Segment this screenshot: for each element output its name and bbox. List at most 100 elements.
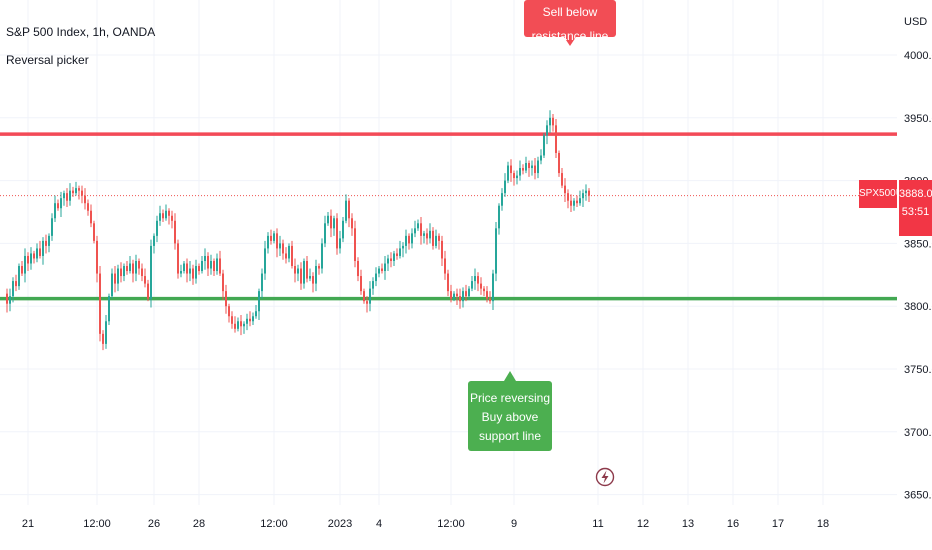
- candle-body: [351, 218, 353, 229]
- candle-body: [285, 253, 287, 259]
- candle-body: [573, 200, 575, 206]
- buy-callout-pointer: [504, 371, 516, 381]
- candle-body: [120, 268, 122, 277]
- candle-body: [498, 205, 500, 229]
- candle-countdown: 53:51: [901, 206, 930, 218]
- candle-body: [45, 240, 47, 246]
- candle-body: [540, 155, 542, 161]
- candle-body: [126, 266, 128, 272]
- candle-body: [156, 220, 158, 236]
- buy-callout-line1: Price reversing: [469, 391, 551, 405]
- candle-body: [153, 235, 155, 246]
- candle-body: [522, 168, 524, 171]
- candle-body: [204, 255, 206, 261]
- candle-body: [84, 195, 86, 204]
- candle-body: [327, 215, 329, 224]
- candle-body: [477, 276, 479, 284]
- candle-body: [60, 198, 62, 209]
- sell-callout-text: Sell below resistance line: [531, 5, 609, 43]
- candle-body: [471, 281, 473, 289]
- candle-body: [507, 165, 509, 181]
- candle-body: [234, 323, 236, 329]
- candle-body: [501, 193, 503, 206]
- candle-body: [384, 263, 386, 272]
- candle-body: [345, 200, 347, 221]
- candle-body: [447, 273, 449, 292]
- candle-body: [57, 203, 59, 209]
- candle-body: [99, 273, 101, 334]
- candle-body: [123, 266, 125, 277]
- candle-body: [213, 260, 215, 272]
- candle-body: [75, 188, 77, 194]
- candle-body: [396, 253, 398, 256]
- candle-body: [303, 260, 305, 284]
- candle-body: [570, 200, 572, 206]
- candle-body: [510, 165, 512, 174]
- time-axis[interactable]: 21 12:00 26 28 12:00 2023 4 12:00 9 11 12 13 16 17 18: [22, 518, 829, 530]
- time-tick-label: 26: [148, 518, 160, 530]
- candle-body: [138, 260, 140, 269]
- candle-body: [264, 248, 266, 274]
- time-tick-label: 12:00: [437, 518, 465, 530]
- candle-body: [444, 258, 446, 274]
- candle-body: [300, 268, 302, 284]
- candle-body: [378, 268, 380, 274]
- candle-body: [435, 235, 437, 246]
- candle-body: [468, 288, 470, 297]
- candle-body: [180, 271, 182, 274]
- candle-body: [108, 296, 110, 322]
- candle-body: [372, 281, 374, 289]
- candle-body: [12, 281, 14, 297]
- time-tick-label: 16: [727, 518, 739, 530]
- symbol-price-tag[interactable]: SPX500USD: [859, 180, 917, 208]
- candle-body: [192, 268, 194, 279]
- candle-body: [165, 210, 167, 219]
- candle-body: [72, 190, 74, 194]
- candle-body: [543, 135, 545, 156]
- price-tick-label: 4000.0: [904, 50, 932, 62]
- candle-body: [474, 276, 476, 282]
- candle-body: [69, 190, 71, 201]
- last-price-tag[interactable]: 3888.0 53:51: [899, 180, 932, 236]
- price-axis[interactable]: 3650.03700.03750.03800.03850.03900.03950…: [904, 50, 932, 502]
- time-tick-label: 12:00: [260, 518, 288, 530]
- candle-body: [252, 316, 254, 322]
- candle-body: [432, 230, 434, 246]
- candle-body: [174, 220, 176, 244]
- chart-grid: [0, 0, 897, 505]
- symbol-title[interactable]: S&P 500 Index, 1h, OANDA: [6, 25, 156, 39]
- candle-body: [555, 125, 557, 153]
- candle-body: [486, 291, 488, 299]
- candle-body: [288, 245, 290, 259]
- candle-body: [78, 188, 80, 191]
- candle-body: [588, 190, 590, 196]
- candle-body: [387, 258, 389, 264]
- candle-body: [183, 263, 185, 272]
- candle-body: [321, 243, 323, 269]
- indicator-title[interactable]: Reversal picker: [6, 53, 89, 67]
- candle-body: [30, 253, 32, 264]
- time-tick-label: 18: [817, 518, 829, 530]
- candle-body: [549, 117, 551, 126]
- candle-body: [576, 200, 578, 204]
- candle-body: [243, 323, 245, 327]
- candle-body: [564, 185, 566, 194]
- candle-body: [585, 190, 587, 194]
- candle-body: [390, 258, 392, 261]
- candle-body: [237, 321, 239, 329]
- candle-body: [489, 298, 491, 302]
- candle-body: [393, 253, 395, 261]
- candle-body: [462, 291, 464, 302]
- candle-body: [201, 260, 203, 272]
- currency-label[interactable]: USD: [904, 16, 928, 28]
- candle-body: [246, 318, 248, 324]
- candle-body: [231, 316, 233, 324]
- candle-body: [414, 228, 416, 234]
- candle-body: [567, 193, 569, 201]
- buy-callout-line2: Buy above support line: [478, 410, 542, 443]
- candle-body: [333, 218, 335, 229]
- candle-body: [27, 255, 29, 264]
- candle-body: [516, 175, 518, 179]
- candle-body: [381, 268, 383, 272]
